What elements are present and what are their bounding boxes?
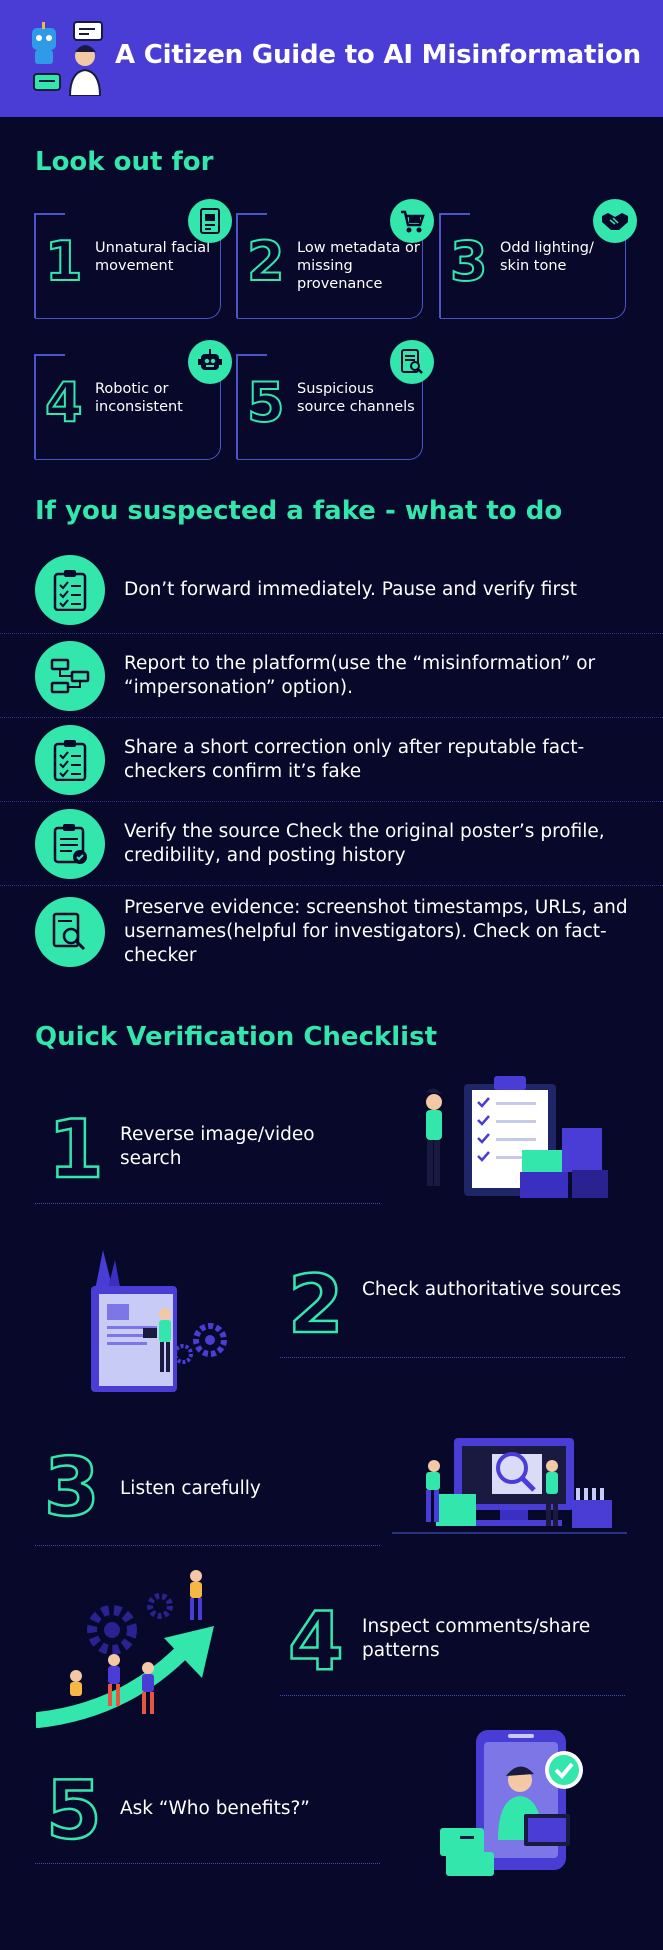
magnifier-document-icon <box>35 897 105 967</box>
checklist-number: 3 <box>43 1441 101 1534</box>
todo-item-5: Preserve evidence: screenshot timestamps… <box>0 886 663 970</box>
look-out-title: Look out for <box>35 147 214 177</box>
page-title: A Citizen Guide to AI Misinformation <box>115 40 641 70</box>
checklist-number: 5 <box>45 1764 103 1857</box>
todo-item-3: Share a short correction only after repu… <box>0 718 663 802</box>
flowchart-icon <box>35 641 105 711</box>
card-number: 2 <box>246 230 286 293</box>
checklist-text: Listen carefully <box>120 1478 261 1499</box>
document-gears-illustration <box>85 1250 235 1400</box>
checklist-text: Inspect comments/share patterns <box>362 1616 591 1661</box>
checklist-number: 2 <box>287 1258 345 1351</box>
todo-text: Preserve evidence: screenshot timestamps… <box>124 897 628 966</box>
look-out-card-4: 4 Robotic or inconsistent <box>34 340 232 460</box>
video-document-icon <box>188 199 232 243</box>
monitor-investigation-illustration <box>392 1436 627 1536</box>
handshake-icon <box>593 199 637 243</box>
todo-text: Verify the source Check the original pos… <box>124 821 605 866</box>
growth-arrow-illustration <box>36 1570 226 1730</box>
checklist-text: Check authoritative sources <box>362 1279 622 1300</box>
card-label: Robotic or inconsistent <box>95 381 183 415</box>
card-number: 3 <box>449 230 489 293</box>
todo-text: Share a short correction only after repu… <box>124 737 585 782</box>
todo-text: Don’t forward immediately. Pause and ver… <box>124 579 577 600</box>
look-out-card-2: 2 Low metadata or missing provenance <box>236 199 434 319</box>
clipboard-verified-icon <box>35 809 105 879</box>
card-label: Low metadata or missing provenance <box>297 240 420 292</box>
checklist-text: Reverse image/video search <box>120 1124 315 1169</box>
card-number: 5 <box>246 371 286 434</box>
look-out-card-1: 1 Unnatural facial movement <box>34 199 232 319</box>
checklist-number: 4 <box>287 1595 345 1688</box>
card-number: 1 <box>44 230 84 293</box>
checklist-title: Quick Verification Checklist <box>35 1022 437 1052</box>
card-number: 4 <box>44 371 84 434</box>
checklist-text: Ask “Who benefits?” <box>120 1798 310 1819</box>
verified-phone-illustration <box>438 1728 598 1878</box>
clipboard-checklist-icon <box>35 555 105 625</box>
todo-item-4: Verify the source Check the original pos… <box>0 802 663 886</box>
clipboard-boxes-illustration <box>412 1072 612 1202</box>
header-banner: A Citizen Guide to AI Misinformation <box>0 0 663 117</box>
clipboard-checklist-icon <box>35 725 105 795</box>
card-label: Suspicious source channels <box>297 381 415 415</box>
cart-icon <box>390 199 434 243</box>
card-label: Odd lighting/ skin tone <box>500 240 594 274</box>
what-to-do-title: If you suspected a fake - what to do <box>35 496 563 526</box>
document-search-icon <box>390 340 434 384</box>
todo-item-1: Don’t forward immediately. Pause and ver… <box>0 550 663 634</box>
todo-item-2: Report to the platform(use the “misinfor… <box>0 634 663 718</box>
robot-icon <box>188 340 232 384</box>
look-out-card-3: 3 Odd lighting/ skin tone <box>439 199 637 319</box>
todo-text: Report to the platform(use the “misinfor… <box>124 653 596 698</box>
card-label: Unnatural facial movement <box>95 240 211 274</box>
robot-human-chat-icon <box>30 20 105 96</box>
look-out-card-5: 5 Suspicious source channels <box>236 340 434 460</box>
checklist-number: 1 <box>47 1103 105 1196</box>
